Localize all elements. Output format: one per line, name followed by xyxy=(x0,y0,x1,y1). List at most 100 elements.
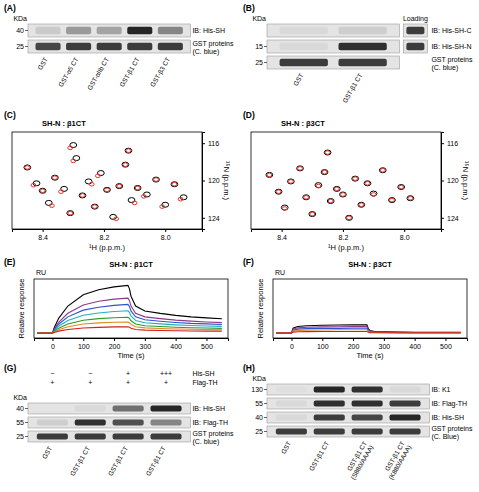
tick-mark xyxy=(322,338,323,341)
mw-tick xyxy=(25,408,28,409)
band xyxy=(280,27,328,34)
band xyxy=(389,428,420,434)
loading-title: Loading xyxy=(403,15,428,23)
plot-frame xyxy=(251,132,441,229)
tick: 500 xyxy=(440,338,452,350)
loading-strip xyxy=(403,40,427,53)
peak xyxy=(39,188,46,193)
peak-series xyxy=(25,146,183,220)
x-axis: 0100200300400500 xyxy=(274,338,468,350)
panel-letter: (G) xyxy=(4,363,16,373)
y-axis: 116120124 xyxy=(202,133,220,230)
peak xyxy=(328,199,333,203)
sensorgram xyxy=(37,304,222,333)
mw-tick xyxy=(264,62,267,63)
peak xyxy=(352,176,359,181)
loading-strip xyxy=(403,24,427,37)
peak xyxy=(125,148,132,153)
band xyxy=(338,43,386,50)
x-axis-title: Time (s) xyxy=(117,351,145,360)
peak xyxy=(341,193,346,197)
mw-unit: KDa xyxy=(13,15,27,22)
peak xyxy=(346,215,353,220)
peak xyxy=(95,174,100,178)
tick: 0 xyxy=(51,338,55,350)
band xyxy=(280,59,328,66)
band xyxy=(36,43,61,50)
tick: 116 xyxy=(202,140,219,147)
peak xyxy=(398,185,405,190)
band xyxy=(389,414,420,420)
row-label: IB: His-SH xyxy=(431,414,464,421)
y-axis-title: Relative response xyxy=(17,278,26,338)
peak xyxy=(85,179,92,184)
peak xyxy=(117,184,122,188)
band xyxy=(37,405,68,411)
row-sublabel: (C. blue) xyxy=(192,438,219,446)
peak xyxy=(288,180,293,184)
condition-mark: + xyxy=(50,379,54,386)
peak xyxy=(399,185,404,189)
mw-tick xyxy=(25,46,28,47)
lane-label: GST xyxy=(40,445,53,460)
band xyxy=(338,27,386,34)
tick-label: 500 xyxy=(201,343,213,350)
x-axis-title: ¹H (p.p.m.) xyxy=(328,243,364,252)
band xyxy=(158,27,183,34)
tick-label: 100 xyxy=(317,343,329,350)
condition-mark: + xyxy=(126,379,130,386)
peak xyxy=(389,198,396,203)
tick-mark xyxy=(202,218,205,219)
marks xyxy=(37,285,222,333)
row-label: GST proteins xyxy=(431,425,473,433)
spr-panel: (F)SH-N : β3CTRU0100200300400500Time (s)… xyxy=(243,257,468,360)
y-unit: RU xyxy=(275,269,285,276)
tick: 200 xyxy=(348,338,360,350)
peak xyxy=(53,176,58,180)
tick-mark xyxy=(441,181,444,182)
band xyxy=(113,405,144,411)
tick-mark xyxy=(415,338,416,341)
panel-title: SH-N : β1CT xyxy=(42,119,86,128)
tick-mark xyxy=(114,338,115,341)
mw-label: 40 xyxy=(16,405,24,412)
peak xyxy=(153,177,160,182)
peak xyxy=(25,166,30,170)
peak xyxy=(134,185,141,190)
tick: 100 xyxy=(317,338,329,350)
tick-label: 8.2 xyxy=(100,234,110,241)
peak xyxy=(276,190,281,194)
tick: 120 xyxy=(202,177,220,184)
row-label: IB: Flag-TH xyxy=(431,400,467,408)
peak xyxy=(287,179,294,184)
y-axis-title: ¹⁵N (p.p.m.) xyxy=(222,161,231,200)
figure: (A)IB: His-SHGST proteins(C. blue)KDa402… xyxy=(0,0,479,492)
peak xyxy=(40,189,45,193)
band xyxy=(150,419,181,425)
panel-title: SH-N : β3CT xyxy=(348,260,392,269)
mw-label: 55 xyxy=(16,419,24,426)
tick: 8.0 xyxy=(161,229,171,241)
peak xyxy=(334,187,339,191)
axis-line xyxy=(274,339,468,342)
axis-line xyxy=(442,133,445,230)
tick-mark xyxy=(165,229,166,232)
tick: 8.2 xyxy=(339,229,349,241)
condition-mark: + xyxy=(164,379,168,386)
lane-label: GST-β1 CT xyxy=(118,56,141,89)
tick: 300 xyxy=(140,338,152,350)
peak xyxy=(122,162,129,167)
band xyxy=(75,433,106,439)
tick-label: 116 xyxy=(208,140,219,147)
band xyxy=(314,428,345,434)
band xyxy=(150,405,181,411)
lane-label: GST-β1 CT xyxy=(69,445,92,478)
peak xyxy=(160,205,165,209)
mw-tick xyxy=(264,431,267,432)
tick-label: 100 xyxy=(78,343,90,350)
tick-mark xyxy=(404,229,405,232)
peak xyxy=(390,198,395,202)
peak xyxy=(49,204,54,208)
mw-tick xyxy=(264,403,267,404)
sensorgram xyxy=(276,331,461,333)
